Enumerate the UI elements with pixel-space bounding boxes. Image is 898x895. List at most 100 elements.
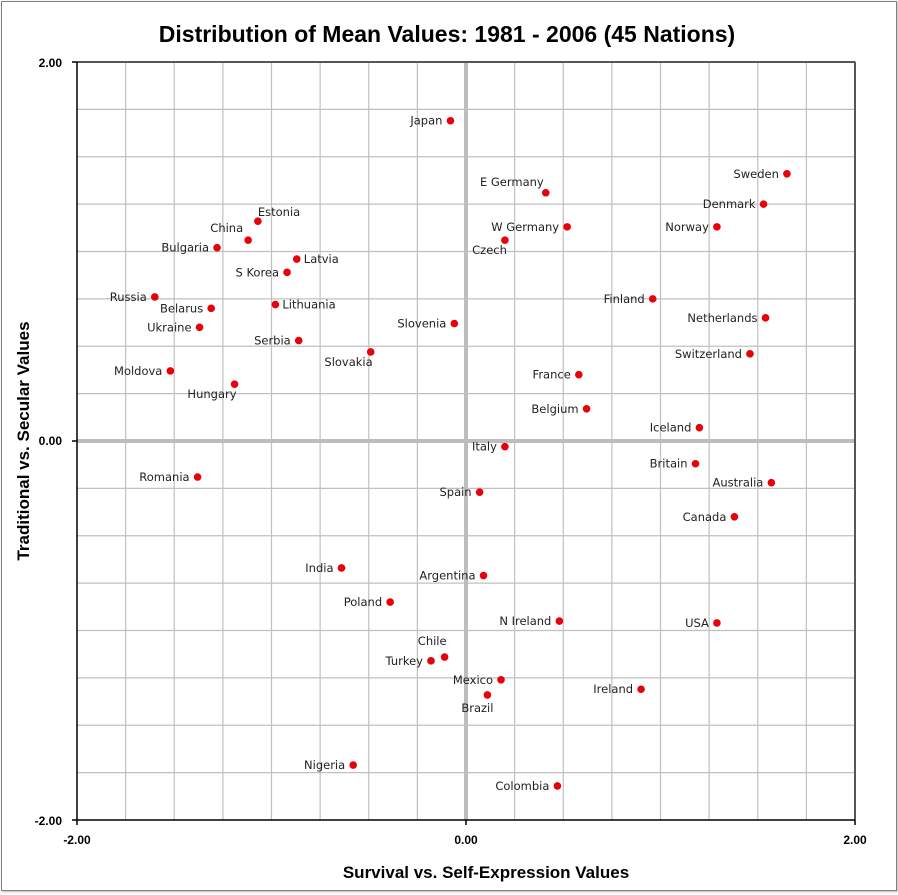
point-label: Australia [712,476,763,490]
point-label: Nigeria [304,758,345,772]
point-marker [440,653,449,661]
data-point: Romania [139,470,202,484]
point-label: E Germany [480,175,544,189]
data-point: E Germany [480,175,550,197]
point-label: Norway [665,220,709,234]
point-label: W Germany [491,220,559,234]
point-marker [366,348,375,356]
data-point: Bulgaria [161,241,221,255]
data-point: India [305,561,346,575]
data-point: Norway [665,220,721,234]
data-point: W Germany [491,220,571,234]
y-axis-title: Traditional vs. Secular Values [14,321,33,560]
point-marker [501,442,509,451]
data-point: Brazil [461,691,493,715]
point-marker [292,255,301,263]
data-point: Moldova [114,364,175,378]
data-point: Finland [604,292,657,306]
point-label: Netherlands [687,311,757,325]
point-marker [637,685,645,694]
point-label: Slovenia [397,317,446,331]
point-marker [767,478,776,487]
point-label: Colombia [495,779,549,793]
point-label: USA [685,616,709,630]
point-marker [553,782,562,790]
point-label: Spain [439,485,471,499]
data-point: Czech [472,236,509,257]
point-label: Belarus [160,301,203,315]
point-label: Argentina [419,569,475,583]
point-marker [691,459,700,468]
point-marker [450,319,459,328]
data-point: Ukraine [147,320,204,334]
point-marker [575,370,583,379]
point-marker [582,404,591,413]
point-marker [648,295,657,303]
data-point: Switzerland [675,347,754,361]
point-marker [195,323,204,332]
data-point: China [210,221,252,244]
point-marker [713,619,721,627]
point-label: India [305,561,333,575]
point-label: Sweden [733,167,778,181]
point-marker [271,300,280,309]
point-label: France [533,368,571,382]
point-marker [386,598,394,606]
y-tick-label: -2.00 [35,814,63,828]
point-label: Serbia [254,334,291,348]
data-point: Turkey [385,654,435,668]
point-marker [446,116,455,125]
data-point: Chile [418,634,449,661]
data-point: Belarus [160,301,216,315]
data-point: Colombia [495,779,562,793]
point-marker [713,223,721,231]
data-point: France [533,368,583,382]
data-point: Denmark [703,197,768,211]
axes [72,61,856,825]
point-marker [563,223,571,231]
point-label: Japan [409,114,442,128]
point-label: Slovakia [324,355,372,369]
gridlines [77,62,855,820]
point-marker [483,691,492,699]
point-label: Brazil [461,701,493,715]
data-point: Nigeria [304,758,357,772]
point-marker [761,314,770,322]
point-label: Iceland [650,421,692,435]
y-tick-label: 0.00 [39,434,63,448]
data-points: Japan E Germany W Germany Czech Sweden Denmar… [110,114,791,793]
point-marker [230,380,239,388]
point-label: Belgium [531,402,578,416]
data-point: Poland [344,595,394,609]
point-label: Italy [472,440,497,454]
point-marker [427,657,435,665]
data-point: Russia [110,290,159,304]
data-point: Spain [439,485,484,499]
point-label: Chile [418,634,447,648]
point-label: Finland [604,292,645,306]
point-marker [695,423,704,432]
point-marker [759,200,768,208]
point-label: N Ireland [499,614,551,628]
point-marker [541,188,550,197]
chart-title: Distribution of Mean Values: 1981 - 2006… [159,21,735,47]
point-marker [244,236,252,244]
point-marker [475,488,484,496]
point-label: Lithuania [282,298,335,312]
data-point: Mexico [453,673,505,687]
point-label: Ireland [593,682,633,696]
point-label: Estonia [258,205,300,219]
point-label: Canada [683,510,727,524]
data-point: USA [685,616,721,630]
point-label: Czech [472,243,507,257]
point-marker [746,350,754,358]
point-marker [501,236,509,244]
x-tick-label: -2.00 [63,833,91,847]
x-axis-title: Survival vs. Self-Expression Values [343,863,629,882]
data-point: Hungary [187,380,239,401]
point-label: Latvia [304,252,339,266]
point-label: Denmark [703,197,756,211]
data-point: Lithuania [271,298,336,312]
